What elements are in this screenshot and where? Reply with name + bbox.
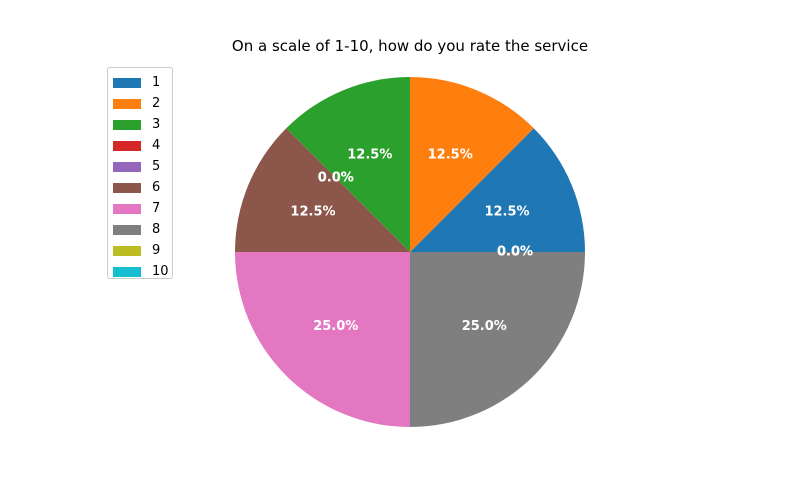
legend-item-1: 1 (108, 72, 172, 93)
legend-item-5: 5 (108, 156, 172, 177)
legend-label-9: 9 (152, 243, 161, 258)
slice-label-8: 25.0% (462, 319, 507, 334)
legend-swatch-6 (113, 182, 141, 193)
legend-swatch-3 (113, 119, 141, 130)
legend-label-5: 5 (152, 159, 161, 174)
pie-slice-2 (410, 77, 534, 252)
pie-slice-1 (410, 128, 585, 252)
legend-item-2: 2 (108, 93, 172, 114)
legend-swatch-1 (113, 77, 141, 88)
legend-label-8: 8 (152, 222, 161, 237)
legend-item-4: 4 (108, 135, 172, 156)
legend-label-10: 10 (152, 264, 169, 279)
legend-item-6: 6 (108, 177, 172, 198)
pie-slice-3 (286, 77, 410, 252)
legend-swatch-5 (113, 161, 141, 172)
legend-label-2: 2 (152, 96, 161, 111)
legend-label-7: 7 (152, 201, 161, 216)
slice-label-6: 12.5% (290, 204, 335, 219)
pie-slice-8 (410, 252, 585, 427)
slice-label-3: 12.5% (347, 147, 392, 162)
pie-slice-7 (235, 252, 410, 427)
legend-label-1: 1 (152, 75, 161, 90)
pie-slice-6 (235, 128, 410, 252)
slice-label-10: 0.0% (497, 245, 533, 260)
legend-swatch-10 (113, 266, 141, 277)
legend-swatch-8 (113, 224, 141, 235)
legend-item-7: 7 (108, 198, 172, 219)
legend-swatch-4 (113, 140, 141, 151)
legend-label-3: 3 (152, 117, 161, 132)
legend-swatch-2 (113, 98, 141, 109)
legend-item-8: 8 (108, 219, 172, 240)
legend-item-9: 9 (108, 240, 172, 261)
slice-label-1: 12.5% (484, 204, 529, 219)
legend-label-6: 6 (152, 180, 161, 195)
legend-item-10: 10 (108, 261, 172, 282)
legend-swatch-9 (113, 245, 141, 256)
chart-title: On a scale of 1-10, how do you rate the … (231, 37, 589, 55)
legend-label-4: 4 (152, 138, 161, 153)
slice-label-5: 0.0% (318, 170, 354, 185)
legend-swatch-7 (113, 203, 141, 214)
legend: 1 2 3 4 5 6 7 8 9 10 (107, 67, 173, 279)
slice-label-7: 25.0% (313, 319, 358, 334)
legend-item-3: 3 (108, 114, 172, 135)
slice-label-2: 12.5% (428, 147, 473, 162)
slice-label-4: 0.0% (318, 170, 354, 185)
slice-label-9: 0.0% (497, 245, 533, 260)
